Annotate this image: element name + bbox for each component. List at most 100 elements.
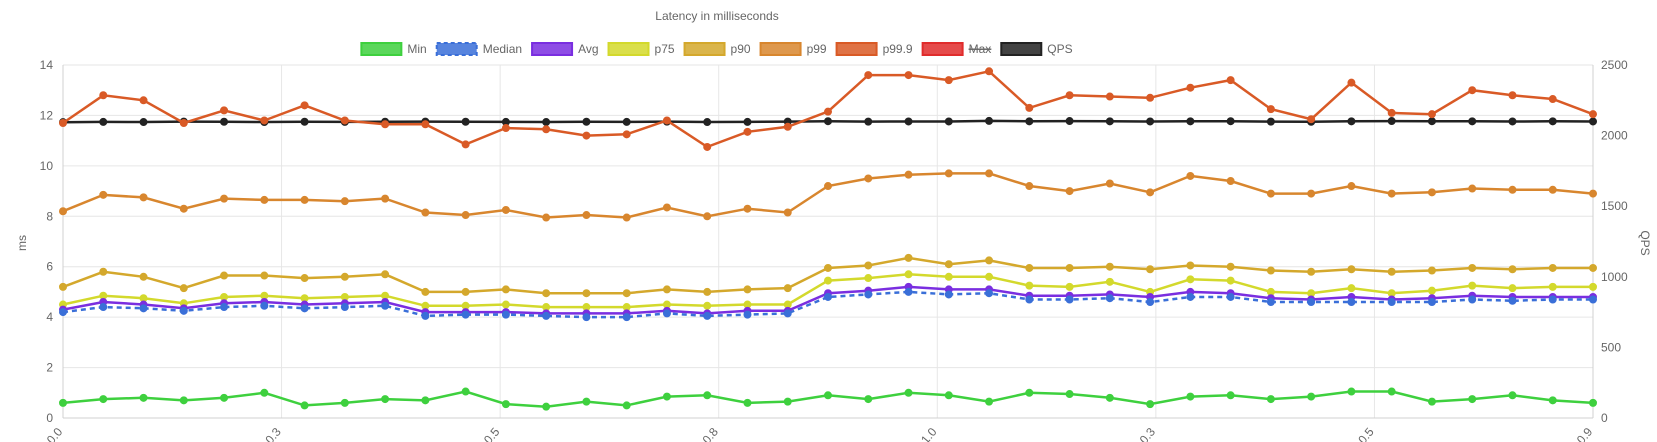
data-point[interactable] (1105, 277, 1114, 286)
data-point[interactable] (381, 120, 390, 129)
data-point[interactable] (582, 397, 591, 406)
data-point[interactable] (1226, 292, 1235, 301)
data-point[interactable] (179, 118, 188, 127)
data-point[interactable] (622, 213, 631, 222)
data-point[interactable] (1468, 184, 1477, 193)
data-point[interactable] (220, 117, 229, 126)
data-point[interactable] (864, 117, 873, 126)
data-point[interactable] (260, 271, 269, 280)
data-point[interactable] (985, 169, 994, 178)
data-point[interactable] (662, 116, 671, 125)
data-point[interactable] (1186, 261, 1195, 270)
data-point[interactable] (743, 285, 752, 294)
data-point[interactable] (904, 270, 913, 279)
data-point[interactable] (864, 274, 873, 283)
data-point[interactable] (1589, 110, 1597, 119)
legend-item-p75[interactable]: p75 (607, 42, 675, 56)
data-point[interactable] (904, 170, 913, 179)
data-point[interactable] (1548, 295, 1557, 304)
data-point[interactable] (622, 130, 631, 139)
data-point[interactable] (139, 393, 148, 402)
data-point[interactable] (662, 392, 671, 401)
data-point[interactable] (1266, 117, 1275, 126)
data-point[interactable] (501, 300, 510, 309)
data-point[interactable] (743, 310, 752, 319)
data-point[interactable] (1146, 265, 1155, 274)
data-point[interactable] (381, 270, 390, 279)
data-point[interactable] (985, 272, 994, 281)
data-point[interactable] (1589, 295, 1597, 304)
data-point[interactable] (381, 395, 390, 404)
data-point[interactable] (220, 303, 229, 312)
data-point[interactable] (421, 120, 430, 129)
data-point[interactable] (1307, 189, 1316, 198)
data-point[interactable] (59, 118, 67, 127)
data-point[interactable] (944, 391, 953, 400)
data-point[interactable] (461, 140, 470, 149)
data-point[interactable] (582, 289, 591, 298)
data-point[interactable] (501, 310, 510, 319)
data-point[interactable] (1468, 295, 1477, 304)
data-point[interactable] (220, 271, 229, 280)
data-point[interactable] (1427, 298, 1436, 307)
data-point[interactable] (1025, 117, 1034, 126)
data-point[interactable] (1427, 110, 1436, 119)
data-point[interactable] (1266, 266, 1275, 275)
data-point[interactable] (1186, 392, 1195, 401)
data-point[interactable] (340, 197, 349, 206)
legend-item-p90[interactable]: p90 (683, 42, 751, 56)
data-point[interactable] (703, 212, 712, 221)
data-point[interactable] (944, 260, 953, 269)
data-point[interactable] (1307, 392, 1316, 401)
data-point[interactable] (59, 282, 67, 291)
data-point[interactable] (300, 117, 309, 126)
data-point[interactable] (1226, 262, 1235, 271)
data-point[interactable] (985, 67, 994, 76)
data-point[interactable] (1025, 281, 1034, 290)
data-point[interactable] (1347, 117, 1356, 126)
data-point[interactable] (461, 117, 470, 126)
data-point[interactable] (59, 207, 67, 216)
data-point[interactable] (260, 116, 269, 125)
data-point[interactable] (1065, 91, 1074, 100)
data-point[interactable] (1307, 267, 1316, 276)
data-point[interactable] (139, 193, 148, 202)
data-point[interactable] (1065, 187, 1074, 196)
data-point[interactable] (1146, 298, 1155, 307)
data-point[interactable] (1186, 117, 1195, 126)
data-point[interactable] (340, 398, 349, 407)
data-point[interactable] (1468, 281, 1477, 290)
data-point[interactable] (944, 117, 953, 126)
data-point[interactable] (99, 91, 108, 100)
data-point[interactable] (1427, 188, 1436, 197)
legend-item-max[interactable]: Max (921, 42, 992, 56)
data-point[interactable] (1105, 117, 1114, 126)
data-point[interactable] (340, 272, 349, 281)
data-point[interactable] (179, 284, 188, 293)
data-point[interactable] (542, 289, 551, 298)
data-point[interactable] (1548, 263, 1557, 272)
data-point[interactable] (220, 393, 229, 402)
data-point[interactable] (461, 287, 470, 296)
data-point[interactable] (300, 304, 309, 313)
data-point[interactable] (421, 287, 430, 296)
data-point[interactable] (139, 304, 148, 313)
data-point[interactable] (985, 397, 994, 406)
data-point[interactable] (542, 125, 551, 134)
data-point[interactable] (1146, 188, 1155, 197)
data-point[interactable] (864, 395, 873, 404)
data-point[interactable] (904, 71, 913, 80)
data-point[interactable] (1105, 393, 1114, 402)
data-point[interactable] (662, 285, 671, 294)
data-point[interactable] (1387, 298, 1396, 307)
data-point[interactable] (904, 388, 913, 397)
data-point[interactable] (179, 306, 188, 315)
data-point[interactable] (622, 117, 631, 126)
data-point[interactable] (1347, 182, 1356, 191)
data-point[interactable] (662, 203, 671, 212)
data-point[interactable] (1307, 298, 1316, 307)
data-point[interactable] (1105, 179, 1114, 188)
data-point[interactable] (1226, 391, 1235, 400)
legend-item-p99[interactable]: p99 (759, 42, 827, 56)
data-point[interactable] (1186, 292, 1195, 301)
